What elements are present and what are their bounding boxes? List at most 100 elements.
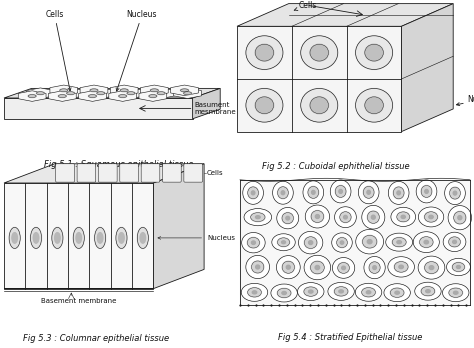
Ellipse shape: [330, 180, 351, 203]
Ellipse shape: [94, 227, 106, 248]
Ellipse shape: [242, 232, 265, 253]
Polygon shape: [237, 3, 453, 26]
Ellipse shape: [366, 291, 371, 294]
Ellipse shape: [255, 216, 260, 219]
Ellipse shape: [36, 92, 45, 95]
Ellipse shape: [429, 266, 434, 270]
Ellipse shape: [272, 234, 295, 251]
Ellipse shape: [282, 213, 293, 224]
Ellipse shape: [305, 205, 329, 228]
Ellipse shape: [425, 189, 428, 193]
Ellipse shape: [181, 89, 189, 92]
Ellipse shape: [384, 284, 410, 302]
Ellipse shape: [450, 187, 460, 199]
Ellipse shape: [395, 291, 400, 294]
Ellipse shape: [309, 241, 313, 245]
Text: Cells: Cells: [46, 10, 71, 91]
Ellipse shape: [388, 181, 409, 204]
Ellipse shape: [413, 232, 439, 253]
Ellipse shape: [363, 235, 377, 248]
Ellipse shape: [251, 241, 255, 244]
Text: Fig 5.1 : Squamous epithelial tissue: Fig 5.1 : Squamous epithelial tissue: [44, 160, 194, 169]
Ellipse shape: [9, 227, 20, 248]
Text: Fig 5.3 : Columnar epithelial tissue: Fig 5.3 : Columnar epithelial tissue: [23, 334, 169, 343]
Polygon shape: [173, 88, 201, 98]
Ellipse shape: [394, 262, 408, 272]
FancyBboxPatch shape: [77, 164, 96, 182]
Ellipse shape: [453, 191, 457, 195]
Ellipse shape: [415, 282, 441, 300]
FancyBboxPatch shape: [163, 164, 181, 182]
Ellipse shape: [429, 215, 433, 219]
Ellipse shape: [363, 186, 374, 198]
Ellipse shape: [367, 190, 370, 194]
Ellipse shape: [454, 211, 466, 224]
Ellipse shape: [425, 262, 438, 274]
Polygon shape: [4, 183, 154, 288]
Ellipse shape: [76, 232, 82, 243]
Ellipse shape: [251, 213, 265, 222]
Ellipse shape: [390, 288, 404, 297]
Ellipse shape: [334, 287, 348, 296]
Text: Nucleus: Nucleus: [116, 10, 157, 91]
Ellipse shape: [271, 284, 297, 302]
Ellipse shape: [60, 89, 68, 92]
Ellipse shape: [246, 255, 270, 278]
Ellipse shape: [276, 256, 300, 279]
Ellipse shape: [149, 95, 157, 97]
Text: Basument
mesmbrane: Basument mesmbrane: [195, 102, 236, 115]
Ellipse shape: [315, 266, 319, 270]
Ellipse shape: [30, 227, 42, 248]
Polygon shape: [140, 85, 168, 96]
Ellipse shape: [243, 181, 264, 204]
Ellipse shape: [356, 88, 392, 122]
Ellipse shape: [310, 44, 328, 61]
Polygon shape: [147, 88, 175, 98]
Ellipse shape: [244, 208, 272, 226]
Text: Basement membrane: Basement membrane: [41, 298, 117, 304]
Ellipse shape: [373, 266, 376, 269]
Ellipse shape: [303, 181, 324, 204]
Polygon shape: [154, 164, 204, 288]
Ellipse shape: [449, 288, 463, 298]
Ellipse shape: [118, 232, 124, 243]
Ellipse shape: [364, 256, 385, 279]
Ellipse shape: [458, 216, 462, 220]
Ellipse shape: [371, 215, 375, 219]
Ellipse shape: [362, 205, 385, 229]
Polygon shape: [110, 85, 138, 96]
Ellipse shape: [454, 291, 458, 294]
Ellipse shape: [362, 287, 375, 297]
Ellipse shape: [315, 215, 319, 219]
Text: Fig 5.2 : Cuboidal ephithelial tissue: Fig 5.2 : Cuboidal ephithelial tissue: [262, 163, 410, 171]
FancyBboxPatch shape: [120, 164, 138, 182]
Ellipse shape: [399, 265, 403, 269]
Ellipse shape: [416, 180, 437, 203]
Ellipse shape: [97, 92, 105, 95]
Polygon shape: [401, 3, 453, 132]
Polygon shape: [48, 91, 76, 101]
Ellipse shape: [356, 283, 382, 301]
Ellipse shape: [310, 261, 324, 274]
Ellipse shape: [247, 288, 261, 297]
Ellipse shape: [311, 211, 324, 222]
Ellipse shape: [304, 237, 317, 248]
Ellipse shape: [278, 187, 288, 199]
Text: Cells: Cells: [294, 1, 317, 10]
Ellipse shape: [251, 191, 255, 195]
Ellipse shape: [448, 206, 472, 230]
Ellipse shape: [367, 211, 379, 223]
Ellipse shape: [28, 95, 36, 97]
Polygon shape: [139, 91, 167, 101]
FancyBboxPatch shape: [56, 164, 74, 182]
Ellipse shape: [183, 92, 191, 95]
Ellipse shape: [391, 207, 416, 227]
Ellipse shape: [421, 286, 435, 296]
Ellipse shape: [401, 215, 405, 219]
Ellipse shape: [281, 191, 285, 195]
Ellipse shape: [424, 212, 438, 222]
Ellipse shape: [118, 95, 127, 97]
Ellipse shape: [419, 207, 444, 227]
Polygon shape: [4, 98, 192, 119]
Ellipse shape: [388, 257, 414, 277]
